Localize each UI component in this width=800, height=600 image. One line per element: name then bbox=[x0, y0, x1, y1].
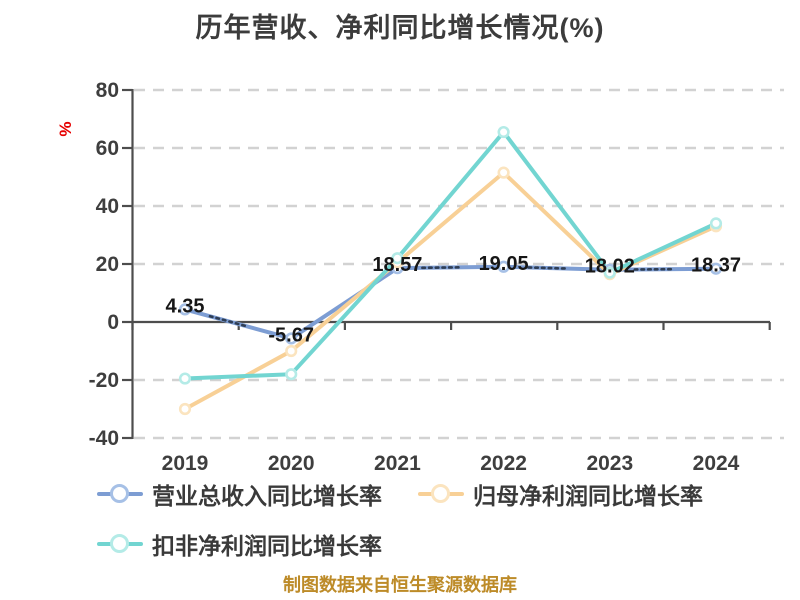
data-point-marker bbox=[497, 166, 510, 179]
x-tick-label: 2019 bbox=[162, 452, 209, 475]
data-value-label: 19.05 bbox=[479, 253, 529, 275]
x-tick-label: 2023 bbox=[586, 452, 633, 475]
data-point-marker bbox=[603, 266, 616, 279]
data-value-label: -5.67 bbox=[268, 324, 314, 346]
data-point-marker bbox=[391, 252, 404, 265]
x-tick-label: 2024 bbox=[693, 452, 740, 475]
data-point-marker bbox=[285, 332, 298, 345]
y-tick-label: 0 bbox=[107, 311, 119, 334]
data-value-label: 4.35 bbox=[166, 295, 205, 317]
data-point-marker bbox=[497, 260, 510, 273]
y-tick-label: 20 bbox=[96, 253, 119, 276]
data-source-note: 制图数据来自恒生聚源数据库 bbox=[283, 575, 517, 595]
data-labels: 4.35 -5.67 18.57 19.05 18.02 18.37 bbox=[166, 253, 742, 347]
y-tick-label: 60 bbox=[96, 137, 119, 160]
data-value-label: 18.57 bbox=[372, 254, 422, 276]
x-tick-label: 2022 bbox=[480, 452, 527, 475]
chart-title: 历年营收、净利同比增长情况(%) bbox=[195, 13, 605, 43]
x-tick-label: 2020 bbox=[268, 452, 315, 475]
data-value-label: 18.02 bbox=[585, 256, 635, 278]
series-line-2 bbox=[183, 130, 718, 381]
y-tick-label: -20 bbox=[89, 369, 119, 392]
data-point-marker bbox=[285, 344, 298, 358]
series-markers-2 bbox=[178, 125, 723, 385]
data-value-label: 18.37 bbox=[691, 255, 741, 277]
data-point-marker bbox=[497, 125, 510, 139]
data-point-marker bbox=[285, 368, 298, 381]
y-axis-labels: 80 60 40 20 0 -20 -40 bbox=[89, 79, 119, 450]
x-axis-labels: 2019 2020 2021 2022 2023 2024 bbox=[162, 452, 740, 475]
label-leader-dots bbox=[208, 266, 675, 328]
data-point-marker bbox=[709, 262, 723, 275]
y-tick-label: -40 bbox=[89, 427, 119, 450]
y-tick-label: 80 bbox=[96, 79, 119, 102]
data-point-marker bbox=[178, 372, 192, 385]
y-tick-label: 40 bbox=[96, 195, 119, 218]
data-point-marker bbox=[178, 303, 192, 316]
data-point-marker bbox=[178, 402, 192, 416]
data-point-marker bbox=[709, 217, 723, 230]
gridlines bbox=[134, 88, 784, 440]
x-tick-label: 2021 bbox=[374, 452, 421, 475]
